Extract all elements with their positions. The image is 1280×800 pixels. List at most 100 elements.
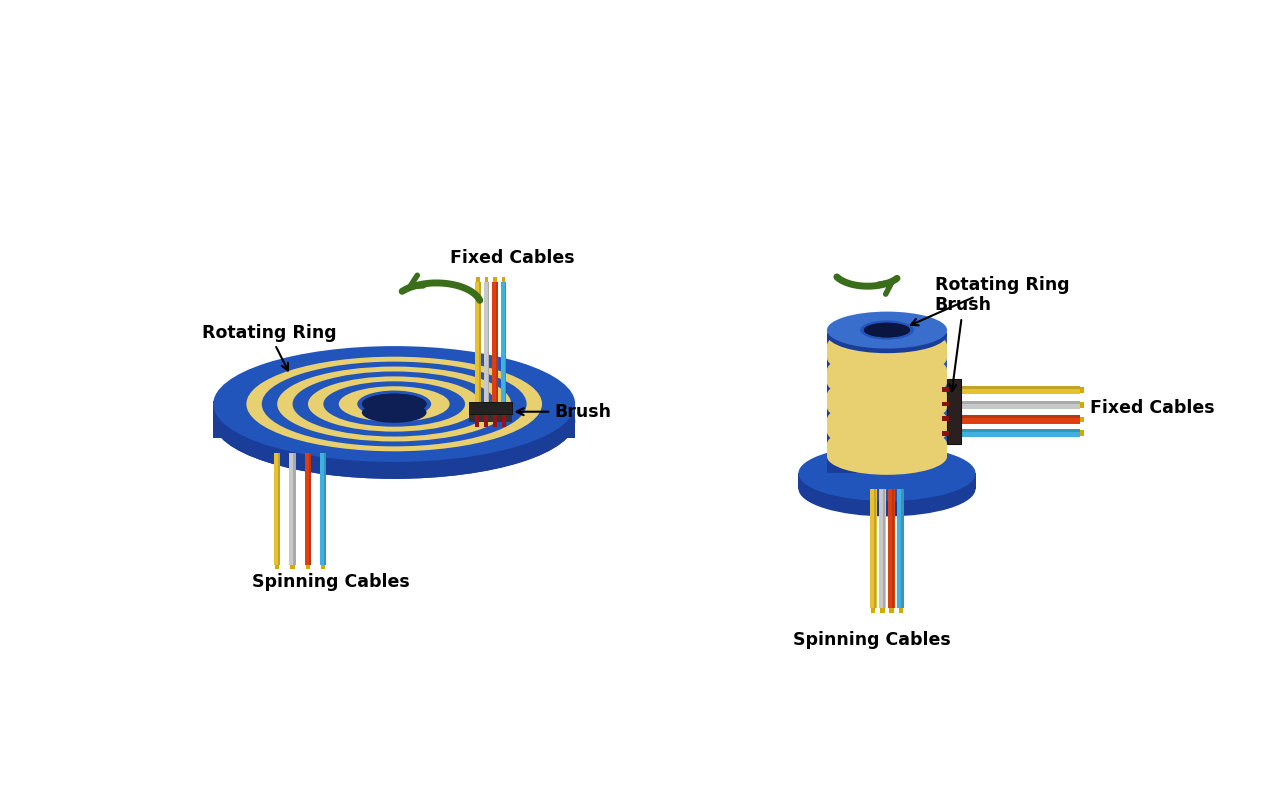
Ellipse shape xyxy=(214,363,575,479)
Bar xyxy=(470,402,512,414)
Bar xyxy=(484,282,489,402)
Ellipse shape xyxy=(214,346,575,462)
Ellipse shape xyxy=(362,402,426,423)
Bar xyxy=(827,346,947,358)
Bar xyxy=(901,489,904,608)
Bar xyxy=(291,565,294,570)
Bar xyxy=(470,402,512,414)
Bar xyxy=(961,429,1080,432)
Bar xyxy=(305,454,311,565)
Bar xyxy=(278,454,280,565)
Ellipse shape xyxy=(864,322,910,338)
Bar xyxy=(275,565,279,570)
Bar xyxy=(289,454,296,565)
Text: Rotating Ring: Rotating Ring xyxy=(911,276,1069,326)
Ellipse shape xyxy=(827,389,947,426)
Text: Brush: Brush xyxy=(517,402,611,421)
Bar xyxy=(942,387,948,392)
Bar xyxy=(504,282,506,402)
Ellipse shape xyxy=(827,376,947,414)
Ellipse shape xyxy=(308,377,480,431)
Ellipse shape xyxy=(339,386,449,422)
Bar xyxy=(873,489,876,608)
Bar xyxy=(1080,402,1084,407)
Ellipse shape xyxy=(362,394,426,414)
Bar xyxy=(470,413,512,422)
Ellipse shape xyxy=(827,414,947,450)
Text: Spinning Cables: Spinning Cables xyxy=(792,631,951,649)
Bar xyxy=(827,370,947,382)
Bar xyxy=(827,334,858,474)
Text: Fixed Cables: Fixed Cables xyxy=(449,249,575,267)
Bar xyxy=(827,419,947,432)
Bar xyxy=(475,282,481,402)
Ellipse shape xyxy=(827,339,947,376)
Bar xyxy=(320,454,326,565)
Ellipse shape xyxy=(827,364,947,401)
Text: Fixed Cables: Fixed Cables xyxy=(1089,399,1215,417)
Bar xyxy=(502,277,506,282)
Bar xyxy=(961,415,1080,418)
Bar xyxy=(475,412,479,427)
Bar xyxy=(500,282,506,402)
Bar xyxy=(942,402,948,406)
Ellipse shape xyxy=(262,362,526,446)
Ellipse shape xyxy=(827,352,947,389)
Bar xyxy=(888,489,895,608)
Text: Spinning Cables: Spinning Cables xyxy=(252,573,410,590)
Bar xyxy=(324,454,326,565)
Bar xyxy=(502,412,506,427)
Bar xyxy=(493,412,497,427)
Text: Brush: Brush xyxy=(934,297,992,391)
Bar xyxy=(1080,417,1084,422)
Bar xyxy=(493,282,498,402)
Ellipse shape xyxy=(864,322,910,338)
Ellipse shape xyxy=(214,363,575,479)
Ellipse shape xyxy=(827,426,947,462)
Ellipse shape xyxy=(827,401,947,438)
Bar xyxy=(293,454,296,565)
Ellipse shape xyxy=(357,390,431,418)
Ellipse shape xyxy=(324,382,465,426)
Ellipse shape xyxy=(246,357,541,451)
Bar xyxy=(479,282,481,402)
Ellipse shape xyxy=(827,327,947,364)
Bar xyxy=(827,444,947,456)
Ellipse shape xyxy=(827,316,947,353)
Bar xyxy=(321,565,325,570)
Bar xyxy=(961,386,1080,389)
Text: Rotating Ring: Rotating Ring xyxy=(202,324,337,370)
Bar xyxy=(961,415,1080,424)
Bar xyxy=(488,282,489,402)
Bar xyxy=(961,386,1080,394)
Ellipse shape xyxy=(799,446,975,501)
Bar xyxy=(890,608,893,614)
Ellipse shape xyxy=(293,371,495,437)
Bar xyxy=(961,401,1080,404)
Bar xyxy=(870,608,876,614)
Bar xyxy=(961,429,1080,438)
Ellipse shape xyxy=(799,461,975,517)
Ellipse shape xyxy=(233,352,556,456)
Ellipse shape xyxy=(278,366,511,442)
Ellipse shape xyxy=(827,311,947,349)
Bar xyxy=(497,282,498,402)
Ellipse shape xyxy=(362,394,426,414)
Bar xyxy=(274,454,280,565)
Bar xyxy=(883,489,884,608)
Bar xyxy=(942,431,948,435)
Bar xyxy=(827,394,947,407)
Bar xyxy=(476,277,480,282)
Bar xyxy=(942,416,948,421)
Bar xyxy=(799,474,975,489)
Ellipse shape xyxy=(860,321,914,340)
Bar xyxy=(961,401,1080,409)
Bar xyxy=(947,379,961,445)
Bar xyxy=(869,489,877,608)
Bar xyxy=(484,412,488,427)
Bar xyxy=(308,454,311,565)
Bar xyxy=(897,489,905,608)
Ellipse shape xyxy=(827,438,947,475)
FancyBboxPatch shape xyxy=(214,401,575,438)
Bar xyxy=(881,608,884,614)
